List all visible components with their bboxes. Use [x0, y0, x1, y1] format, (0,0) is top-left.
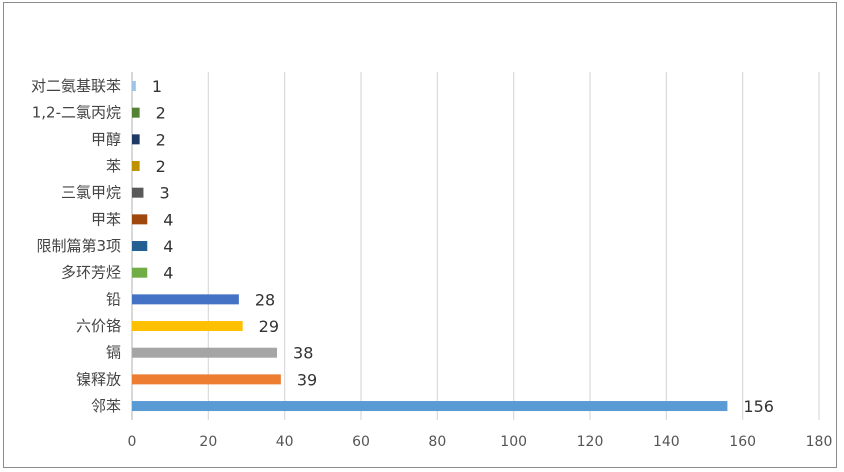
category-label-2: 甲醇: [91, 130, 121, 148]
data-label-2: 2: [156, 130, 166, 149]
data-label-7: 4: [163, 264, 173, 283]
x-tick-40: 40: [276, 434, 294, 450]
data-label-0: 1: [152, 77, 162, 96]
data-labels: 1 2 2 2 3 4 4 4 28 29 38 39 156: [152, 77, 774, 416]
category-label-6: 限制篇第3项: [36, 237, 121, 255]
data-label-6: 4: [163, 237, 173, 256]
data-label-12: 156: [743, 397, 774, 416]
x-tick-0: 0: [128, 434, 137, 450]
x-tick-100: 100: [500, 434, 527, 450]
bar-10: [132, 347, 278, 358]
category-label-12: 邻苯: [91, 397, 121, 415]
bar-1: [132, 107, 140, 118]
x-tick-160: 160: [729, 434, 756, 450]
bar-11: [132, 374, 281, 385]
category-label-8: 铅: [106, 290, 121, 308]
bar-4: [132, 187, 144, 198]
x-tick-180: 180: [806, 434, 833, 450]
data-label-1: 2: [156, 104, 166, 123]
category-label-0: 对二氨基联苯: [31, 77, 121, 95]
bar-0: [132, 81, 136, 91]
bar-3: [132, 161, 140, 172]
bar-6: [132, 241, 148, 252]
chart-frame: [3, 2, 837, 468]
gridlines: [131, 72, 820, 420]
x-tick-20: 20: [199, 434, 217, 450]
data-label-10: 38: [293, 344, 313, 363]
category-label-11: 镍释放: [76, 370, 121, 388]
bar-8: [132, 294, 239, 305]
bar-7: [132, 267, 148, 278]
data-label-3: 2: [156, 157, 166, 176]
x-tick-140: 140: [653, 434, 680, 450]
category-label-4: 三氯甲烷: [61, 184, 121, 202]
bar-2: [132, 134, 140, 145]
x-tick-labels: 0 20 40 60 80 100 120 140 160 180: [128, 434, 833, 450]
category-label-9: 六价铬: [76, 317, 121, 335]
data-label-11: 39: [297, 370, 317, 389]
category-label-1: 1,2-二氯丙烷: [32, 104, 121, 122]
x-tick-120: 120: [577, 434, 604, 450]
x-tick-60: 60: [352, 434, 370, 450]
data-label-9: 29: [259, 317, 279, 336]
category-label-3: 苯: [106, 157, 121, 175]
data-label-4: 3: [159, 184, 169, 203]
category-label-5: 甲苯: [91, 210, 121, 228]
bar-9: [132, 321, 243, 332]
category-label-7: 多环芳烃: [61, 264, 121, 282]
data-label-8: 28: [255, 290, 275, 309]
category-labels: 对二氨基联苯 1,2-二氯丙烷甲醇苯三氯甲烷甲苯限制篇第3项多环芳烃铅六价铬镉镍释…: [31, 77, 121, 415]
x-tick-80: 80: [428, 434, 446, 450]
category-label-10: 镉: [106, 344, 121, 362]
data-label-5: 4: [163, 210, 173, 229]
bar-12: [132, 401, 728, 412]
bar-5: [132, 214, 148, 225]
bars: [132, 81, 728, 412]
